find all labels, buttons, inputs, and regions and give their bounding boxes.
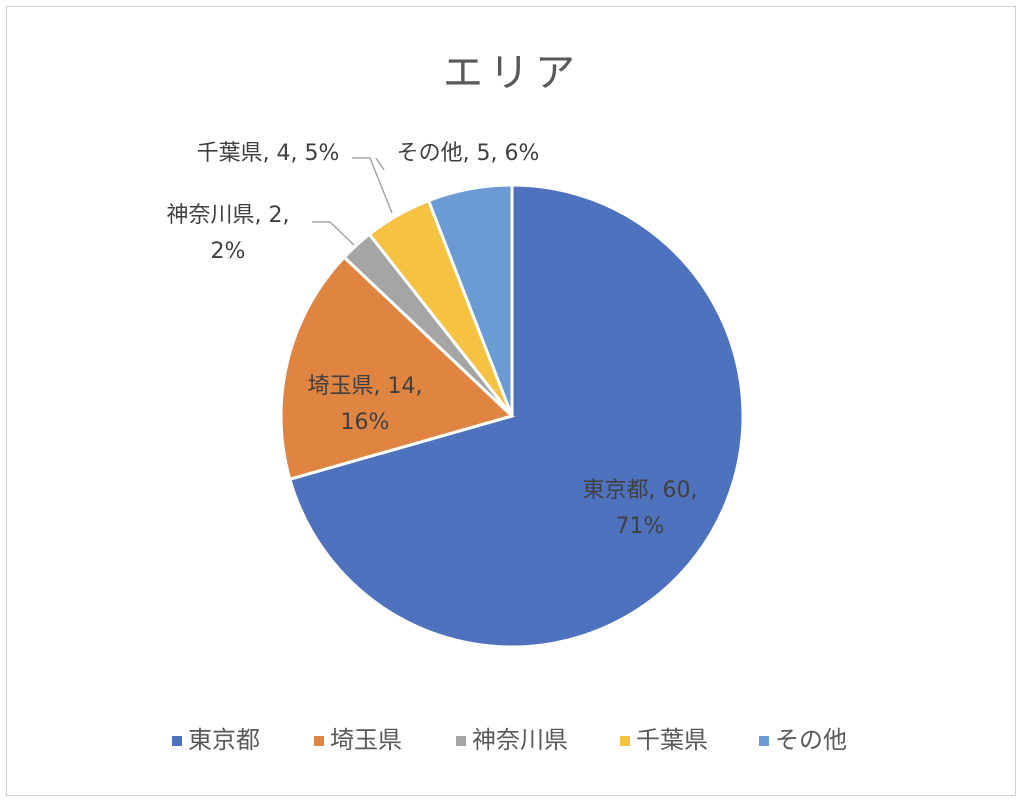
data-label-2: 埼玉県, 14, 16% (308, 374, 423, 435)
legend-marker-4 (620, 736, 630, 746)
legend-marker-3 (456, 736, 466, 746)
legend-marker-2 (314, 736, 324, 746)
data-label-5: その他, 5, 6% (397, 141, 540, 166)
chart-title: エリア (443, 50, 581, 96)
pie-slice-2 (279, 255, 515, 482)
data-label-1: 東京都, 60, 71% (583, 478, 698, 539)
legend-marker-5 (759, 736, 769, 746)
legend-marker-1 (172, 736, 182, 746)
leader-line-3 (312, 221, 355, 246)
data-label-4: 千葉県, 4, 5% (197, 141, 340, 166)
pie-slice-1 (287, 183, 745, 649)
legend: 東京都 埼玉県 神奈川県 千葉県 その他 (172, 726, 847, 754)
leader-line-4 (352, 157, 393, 214)
leader-line-5 (375, 157, 385, 171)
data-labels: 東京都, 60, 71% 埼玉県, 14, 16% 神奈川県, 2, 2% 千葉県, 4, … (167, 141, 698, 539)
pie-slices (279, 183, 745, 649)
data-label-3: 神奈川県, 2, 2% (167, 203, 290, 264)
legend-label-3: 神奈川県 (472, 726, 568, 754)
leader-lines (312, 157, 393, 246)
legend-label-1: 東京都 (188, 726, 260, 754)
legend-label-5: その他 (775, 726, 847, 754)
pie-slice-5 (426, 183, 514, 417)
legend-label-2: 埼玉県 (330, 726, 402, 754)
legend-label-4: 千葉県 (636, 726, 708, 754)
